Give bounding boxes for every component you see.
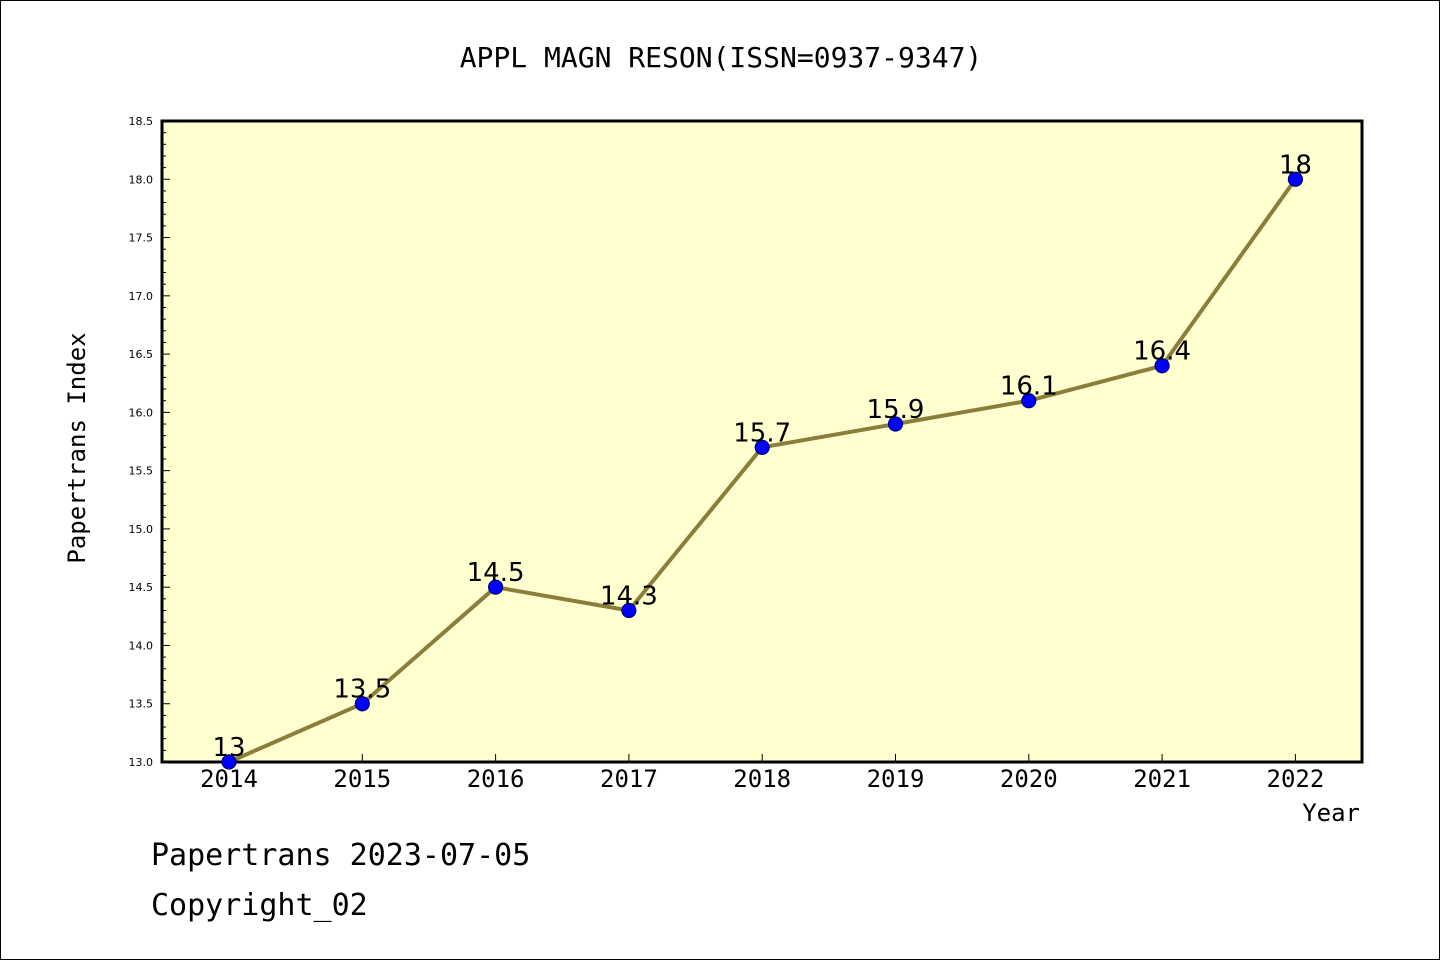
footer-copyright: Copyright_02 [151,888,368,923]
data-label: 16.4 [1133,337,1191,367]
y-axis-label: Papertrans Index [63,332,91,563]
y-tick-label: 15.0 [129,523,154,536]
data-labels: 13 13.5 14.5 14.3 15.7 15.9 16.1 16.4 18 [212,150,1311,763]
data-point [354,696,370,712]
data-point [887,416,904,432]
y-tick-label: 18.5 [129,115,154,128]
data-label: 18 [1279,150,1312,180]
data-label: 14.5 [467,558,525,588]
x-tick-label: 2015 [333,765,391,793]
y-tick-label: 13.5 [129,698,154,711]
x-tick-label: 2018 [733,765,791,793]
data-point [621,602,637,619]
data-label: 15.7 [733,418,791,448]
data-point [1154,358,1170,374]
data-markers [221,171,1304,770]
footer-date: Papertrans 2023-07-05 [151,838,530,873]
y-axis: 13.0 13.5 14.0 14.5 15.0 15.5 16.0 16.5 17.0 17.5… [129,115,170,769]
x-tick-label: 2017 [600,765,658,793]
x-axis: 2014 2015 2016 2017 2018 2019 2020 2021 2022 [200,754,1324,793]
data-point [1021,393,1037,409]
y-tick-label: 16.0 [129,406,154,419]
x-tick-label: 2022 [1267,765,1325,793]
data-point [1287,171,1304,187]
x-tick-label: 2019 [867,765,925,793]
y-tick-label: 14.0 [129,639,154,652]
y-tick-label: 16.5 [129,348,154,361]
x-tick-label: 2020 [1000,765,1058,793]
y-tick-label: 13.0 [129,756,154,769]
x-axis-label: Year [1302,799,1360,827]
data-label: 13 [212,733,245,763]
data-label: 14.3 [600,581,658,611]
data-label: 13.5 [333,675,391,705]
x-tick-label: 2014 [200,765,258,793]
y-tick-label: 17.5 [129,232,154,245]
y-tick-label: 15.5 [129,465,154,478]
data-label: 15.9 [867,395,925,425]
data-point [221,754,237,770]
y-tick-label: 14.5 [129,581,154,594]
data-label: 16.1 [1000,372,1058,402]
data-point [488,579,504,595]
chart-title: APPL MAGN RESON(ISSN=0937-9347) [460,41,983,74]
x-tick-label: 2016 [467,765,525,793]
y-tick-label: 18.0 [129,173,154,186]
x-tick-label: 2021 [1133,765,1191,793]
y-tick-label: 17.0 [129,290,154,303]
data-point [754,439,770,455]
